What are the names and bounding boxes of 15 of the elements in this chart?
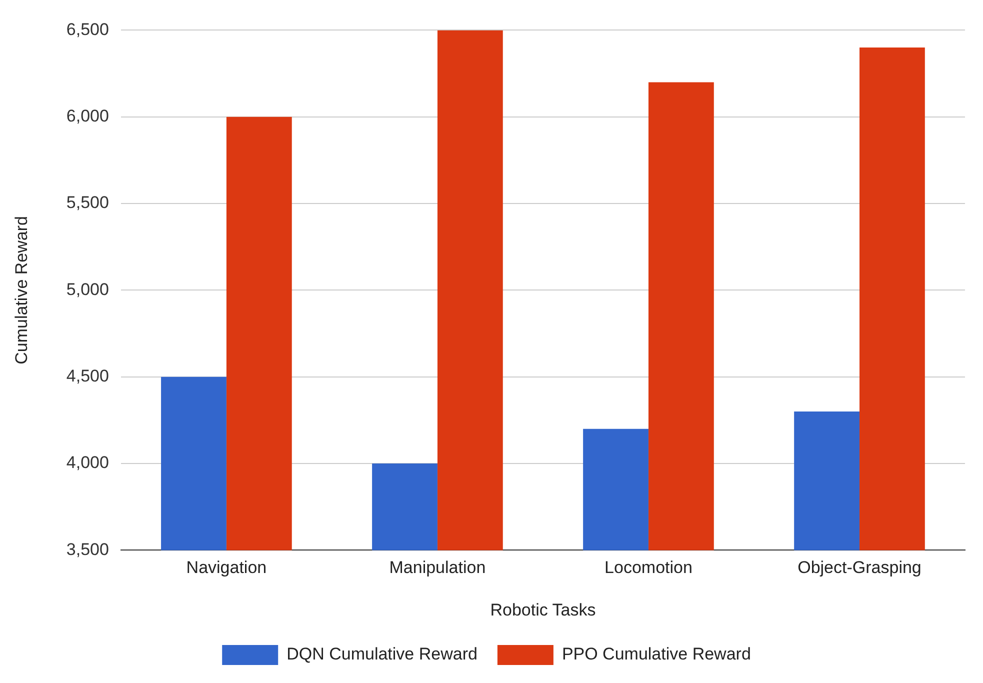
x-axis-title: Robotic Tasks [490,600,596,620]
legend-label: DQN Cumulative Reward [286,644,478,664]
y-tick-label: 5,000 [66,280,109,299]
x-tick-label: Navigation [186,558,267,578]
legend-label: PPO Cumulative Reward [562,644,751,664]
y-tick-label: 3,500 [66,540,109,559]
y-tick-label: 4,000 [66,453,109,472]
y-tick-label: 4,500 [66,366,109,386]
y-tick-label: 5,500 [66,193,109,212]
y-tick-label: 6,000 [66,106,109,126]
x-tick-label: Object-Grasping [798,558,922,578]
y-tick-label: 6,500 [66,20,109,39]
x-tick-label: Locomotion [604,558,692,578]
x-tick-label: Manipulation [389,558,486,578]
y-axis-title: Cumulative Reward [12,216,31,364]
